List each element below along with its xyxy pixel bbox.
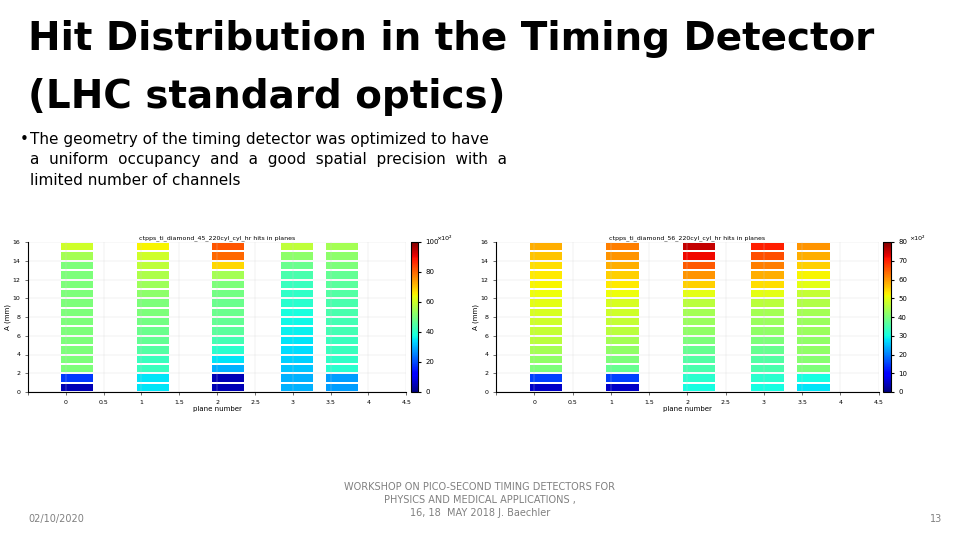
Text: (LHC standard optics): (LHC standard optics) bbox=[28, 78, 506, 116]
Y-axis label: A (mm): A (mm) bbox=[472, 304, 479, 330]
Text: Hit Distribution in the Timing Detector: Hit Distribution in the Timing Detector bbox=[28, 20, 875, 58]
Title: ctpps_ti_diamond_56_220cyl_cyl_hr hits in planes: ctpps_ti_diamond_56_220cyl_cyl_hr hits i… bbox=[610, 235, 765, 241]
Title: ctpps_ti_diamond_45_220cyl_cyl_hr hits in planes: ctpps_ti_diamond_45_220cyl_cyl_hr hits i… bbox=[139, 235, 296, 241]
Text: 02/10/2020: 02/10/2020 bbox=[28, 514, 84, 524]
Text: The geometry of the timing detector was optimized to have
a  uniform  occupancy : The geometry of the timing detector was … bbox=[30, 132, 507, 188]
Text: •: • bbox=[20, 132, 29, 147]
Text: WORKSHOP ON PICO-SECOND TIMING DETECTORS FOR
PHYSICS AND MEDICAL APPLICATIONS ,
: WORKSHOP ON PICO-SECOND TIMING DETECTORS… bbox=[345, 482, 615, 518]
Text: ×10²: ×10² bbox=[909, 235, 924, 240]
Y-axis label: A (mm): A (mm) bbox=[5, 304, 12, 330]
X-axis label: plane number: plane number bbox=[193, 406, 242, 412]
Text: 13: 13 bbox=[929, 514, 942, 524]
Text: ×10²: ×10² bbox=[437, 235, 452, 240]
X-axis label: plane number: plane number bbox=[663, 406, 711, 412]
